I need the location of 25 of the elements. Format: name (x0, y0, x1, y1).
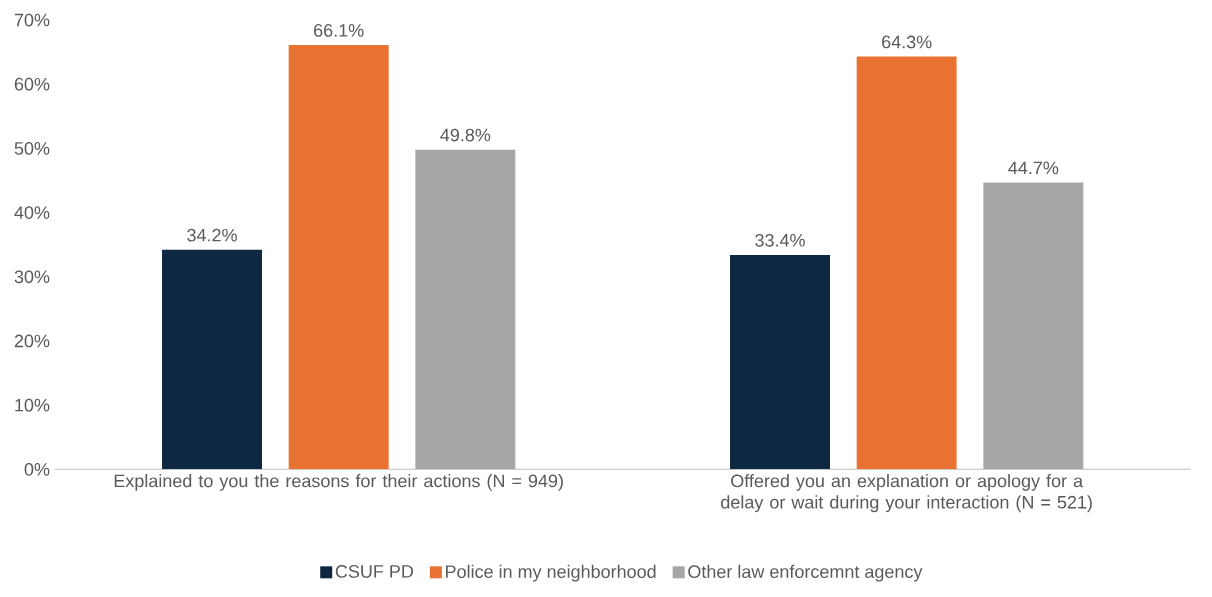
y-tick-label: 50% (14, 141, 50, 155)
x-tick-label: Explained to you the reasons for their actions (N = 949) (114, 473, 563, 491)
bar (415, 149, 516, 470)
y-tick-label: 40% (14, 206, 50, 219)
data-label: 66.1% (314, 23, 364, 37)
data-label: 49.8% (440, 128, 491, 142)
legend-label: Police in my neighborhood (446, 564, 656, 582)
bar (856, 56, 957, 470)
legend-label: Other law enforcemnt agency (688, 564, 923, 582)
legend-label: CSUF PD (335, 564, 414, 578)
bar (983, 182, 1084, 470)
bar (730, 254, 830, 470)
data-label: 33.4% (755, 233, 805, 247)
bar (288, 44, 389, 470)
y-tick-label: 30% (14, 270, 50, 283)
y-tick-label: 20% (14, 334, 50, 348)
y-tick-label: 70% (14, 13, 50, 27)
y-tick-label: 60% (14, 77, 50, 91)
data-label: 44.7% (1008, 161, 1059, 174)
data-label: 34.2% (187, 228, 237, 242)
bar (162, 249, 262, 470)
y-tick-label: 10% (15, 398, 50, 412)
x-tick-label: Offered you an explanation or apology for a delay or wait during your interaction (N = 521) (721, 473, 1092, 512)
y-tick-label: 0% (24, 462, 50, 476)
data-label: 64.3% (882, 35, 932, 49)
